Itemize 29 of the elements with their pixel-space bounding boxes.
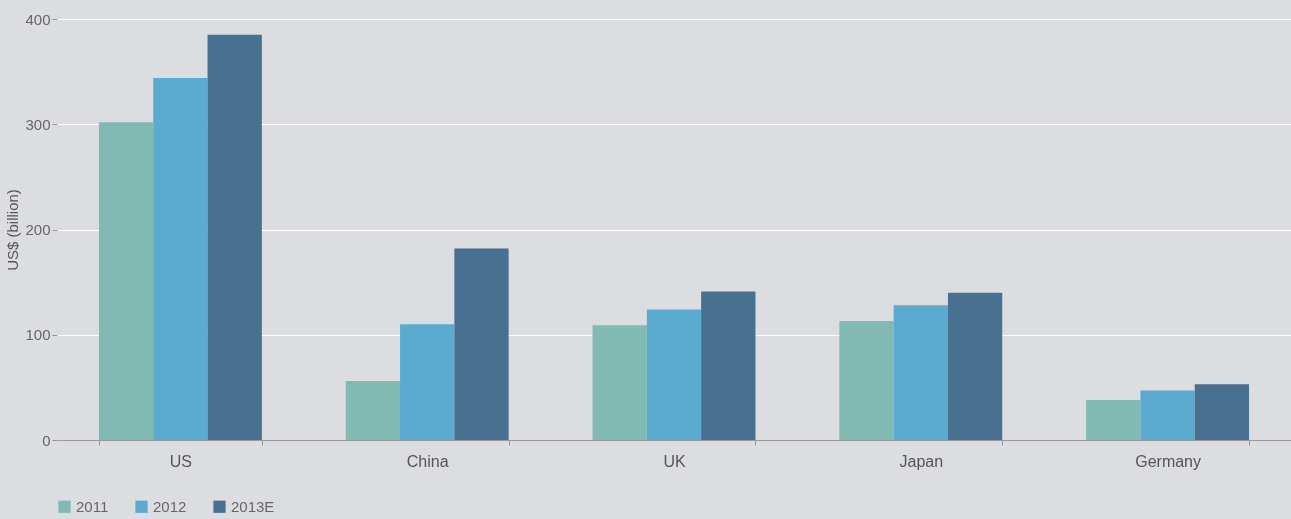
y-tick-label: 400 (25, 10, 51, 28)
bar (207, 34, 262, 440)
y-axis-title: US$ (billion) (4, 189, 22, 271)
bar (839, 321, 894, 440)
legend-label: 2012 (153, 497, 187, 515)
bar (345, 381, 401, 440)
x-tick-label: Germany (1135, 452, 1201, 470)
bar (646, 309, 702, 440)
bar (1194, 384, 1250, 440)
y-tick-label: 100 (25, 326, 51, 344)
bar (454, 248, 509, 440)
x-tick-label: Japan (899, 452, 944, 470)
x-tick-label: China (406, 452, 449, 470)
bar (1086, 400, 1141, 440)
legend-label: 2013E (231, 497, 275, 515)
x-tick-label: US (169, 452, 193, 470)
bar (592, 325, 647, 440)
x-tick-label: UK (663, 452, 686, 470)
y-tick-label: 200 (25, 221, 51, 238)
bar (98, 122, 154, 440)
bar (701, 291, 756, 440)
bar (1140, 390, 1195, 440)
y-tick-label: 0 (42, 431, 51, 449)
bar (947, 292, 1003, 440)
bar (893, 305, 948, 440)
bar (153, 77, 208, 440)
y-tick-label: 300 (25, 115, 51, 133)
legend-label: 2011 (76, 497, 109, 515)
bar (400, 324, 455, 440)
